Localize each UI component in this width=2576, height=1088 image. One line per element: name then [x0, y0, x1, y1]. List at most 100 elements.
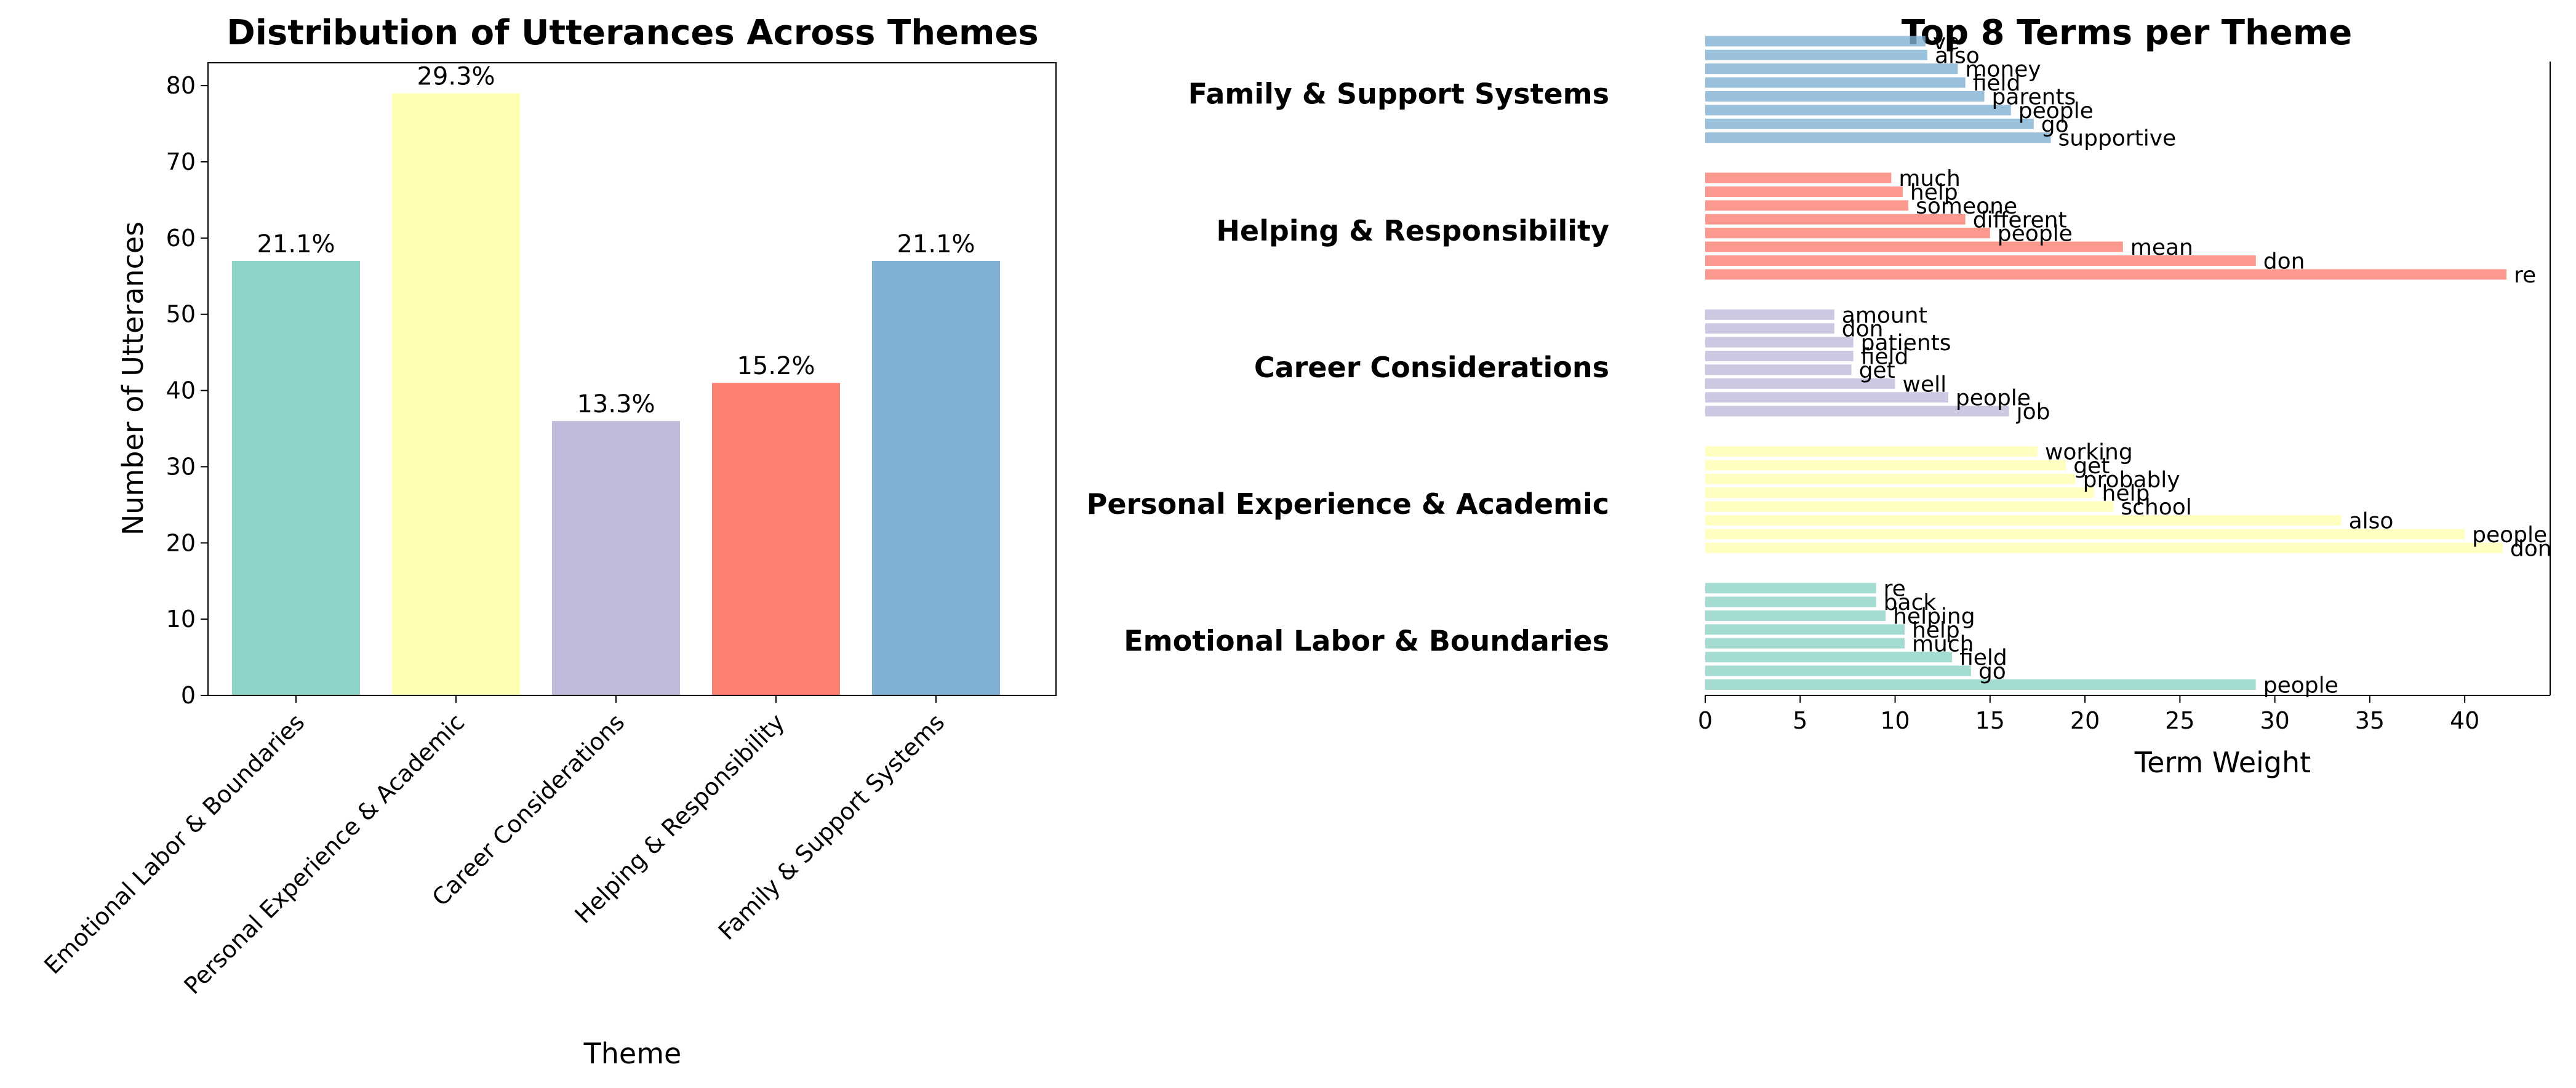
- term-bar-4-1: [1705, 269, 2507, 280]
- right-x-axis-label: Term Weight: [2134, 746, 2311, 779]
- bar-data-label-3: 13.3%: [577, 390, 655, 418]
- term-bar-3-8: [1705, 309, 1834, 320]
- term-label-5-1: supportive: [2058, 126, 2177, 151]
- left-plot-area: 21.1% Emotional Labor & Boundaries 29.3% Pe…: [39, 62, 1057, 999]
- term-label-5-7: also: [1935, 43, 1980, 68]
- term-label-1-6: helping: [1893, 604, 1975, 630]
- y-tick-label-7: 60: [166, 225, 196, 252]
- x-tick-label-1: Emotional Labor & Boundaries: [39, 708, 310, 979]
- theme-label-1: Emotional Labor & Boundaries: [1124, 624, 1609, 657]
- term-label-5-6: money: [1965, 57, 2041, 82]
- term-bar-5-7: [1705, 49, 1927, 60]
- right-x-tick-label-6: 25: [2165, 707, 2194, 734]
- term-bar-3-6: [1705, 337, 1854, 348]
- left-plot-frame: [207, 62, 1057, 696]
- bar-5: [872, 261, 1000, 695]
- term-label-5-5: field: [1973, 71, 2021, 96]
- term-label-4-6: someone: [1916, 194, 2017, 219]
- term-label-1-1: people: [2263, 673, 2338, 698]
- term-bar-3-5: [1705, 351, 1854, 361]
- left-y-axis-label: Number of Utterances: [116, 222, 150, 535]
- term-bar-2-6: [1705, 473, 2076, 484]
- term-label-3-7: don: [1842, 317, 1884, 342]
- term-label-2-7: get: [2073, 454, 2110, 479]
- term-label-5-2: go: [2041, 112, 2069, 137]
- right-x-tick-label-3: 10: [1880, 707, 1910, 734]
- term-bar-1-1: [1705, 679, 2256, 690]
- y-tick-label-9: 80: [166, 72, 196, 99]
- term-label-3-4: get: [1859, 358, 1895, 383]
- term-bar-5-3: [1705, 105, 2011, 116]
- right-x-tick-label-2: 5: [1793, 707, 1807, 734]
- term-label-3-6: patients: [1861, 330, 1951, 356]
- term-bar-5-8: [1705, 36, 1926, 47]
- term-bar-1-4: [1705, 638, 1905, 649]
- term-label-2-3: also: [2349, 509, 2394, 534]
- term-bar-2-5: [1705, 487, 2095, 498]
- y-tick-label-6: 50: [166, 301, 196, 328]
- bar-data-label-1: 21.1%: [257, 230, 335, 258]
- top-terms-chart: Top 8 Terms per Theme peoplegofieldmuchh…: [1087, 13, 2552, 779]
- term-bar-2-4: [1705, 501, 2114, 512]
- right-plot-area: peoplegofieldmuchhelphelpingbackreEmotio…: [1087, 30, 2552, 734]
- term-bar-2-2: [1705, 529, 2465, 540]
- y-tick-label-2: 10: [166, 606, 196, 633]
- term-label-4-2: don: [2263, 249, 2305, 274]
- term-bar-4-6: [1705, 200, 1909, 211]
- term-label-3-3: well: [1903, 372, 1947, 397]
- term-bar-4-7: [1705, 186, 1903, 197]
- term-label-5-3: people: [2018, 98, 2094, 124]
- term-bar-3-2: [1705, 392, 1948, 403]
- term-label-3-8: amount: [1842, 303, 1927, 328]
- term-bar-5-5: [1705, 77, 1966, 88]
- y-tick-label-8: 70: [166, 148, 196, 175]
- term-label-1-5: help: [1912, 618, 1960, 643]
- bar-3: [552, 421, 680, 695]
- right-x-tick-label-4: 15: [1975, 707, 2005, 734]
- term-bar-5-6: [1705, 63, 1958, 74]
- right-x-tick-label-5: 20: [2070, 707, 2100, 734]
- y-tick-label-1: 0: [181, 682, 196, 709]
- bar-data-label-4: 15.2%: [737, 352, 815, 380]
- term-label-3-1: job: [2016, 399, 2050, 425]
- term-bar-4-2: [1705, 255, 2256, 266]
- y-tick-label-5: 40: [166, 377, 196, 404]
- term-label-4-7: help: [1910, 180, 1958, 206]
- term-bar-3-7: [1705, 323, 1834, 334]
- term-label-2-8: working: [2045, 440, 2133, 465]
- bar-data-label-5: 21.1%: [897, 230, 975, 258]
- term-label-4-3: mean: [2130, 235, 2193, 260]
- term-bar-1-3: [1705, 652, 1953, 663]
- term-label-4-1: re: [2514, 263, 2536, 288]
- term-bar-3-1: [1705, 406, 2009, 417]
- term-bar-4-5: [1705, 214, 1966, 225]
- term-bar-4-8: [1705, 172, 1892, 183]
- term-bar-1-7: [1705, 596, 1876, 607]
- term-bar-3-3: [1705, 378, 1895, 389]
- term-bar-1-2: [1705, 665, 1971, 676]
- term-label-2-6: probably: [2083, 467, 2180, 492]
- term-label-3-2: people: [1956, 386, 2031, 411]
- term-bar-5-4: [1705, 91, 1985, 102]
- term-bar-4-4: [1705, 228, 1990, 239]
- term-label-5-8: ve: [1933, 30, 1959, 55]
- bar-2: [392, 93, 520, 695]
- term-bar-5-1: [1705, 132, 2051, 143]
- right-x-tick-label-8: 35: [2355, 707, 2385, 734]
- term-label-1-4: much: [1912, 631, 1974, 657]
- term-bar-3-4: [1705, 364, 1852, 375]
- term-label-2-2: people: [2472, 522, 2547, 548]
- term-bar-4-3: [1705, 241, 2123, 252]
- utterance-distribution-chart: Distribution of Utterances Across Themes…: [39, 13, 1057, 1070]
- term-group-5: supportivegopeopleparentsfieldmoneyalsov…: [1188, 30, 2177, 151]
- theme-label-5: Family & Support Systems: [1188, 78, 1609, 111]
- theme-label-4: Helping & Responsibility: [1216, 214, 1609, 247]
- term-bar-1-8: [1705, 583, 1876, 594]
- term-label-3-5: field: [1861, 345, 1909, 370]
- term-label-5-4: parents: [1992, 85, 2076, 110]
- term-label-4-8: much: [1898, 166, 1961, 191]
- y-tick-label-4: 30: [166, 453, 196, 480]
